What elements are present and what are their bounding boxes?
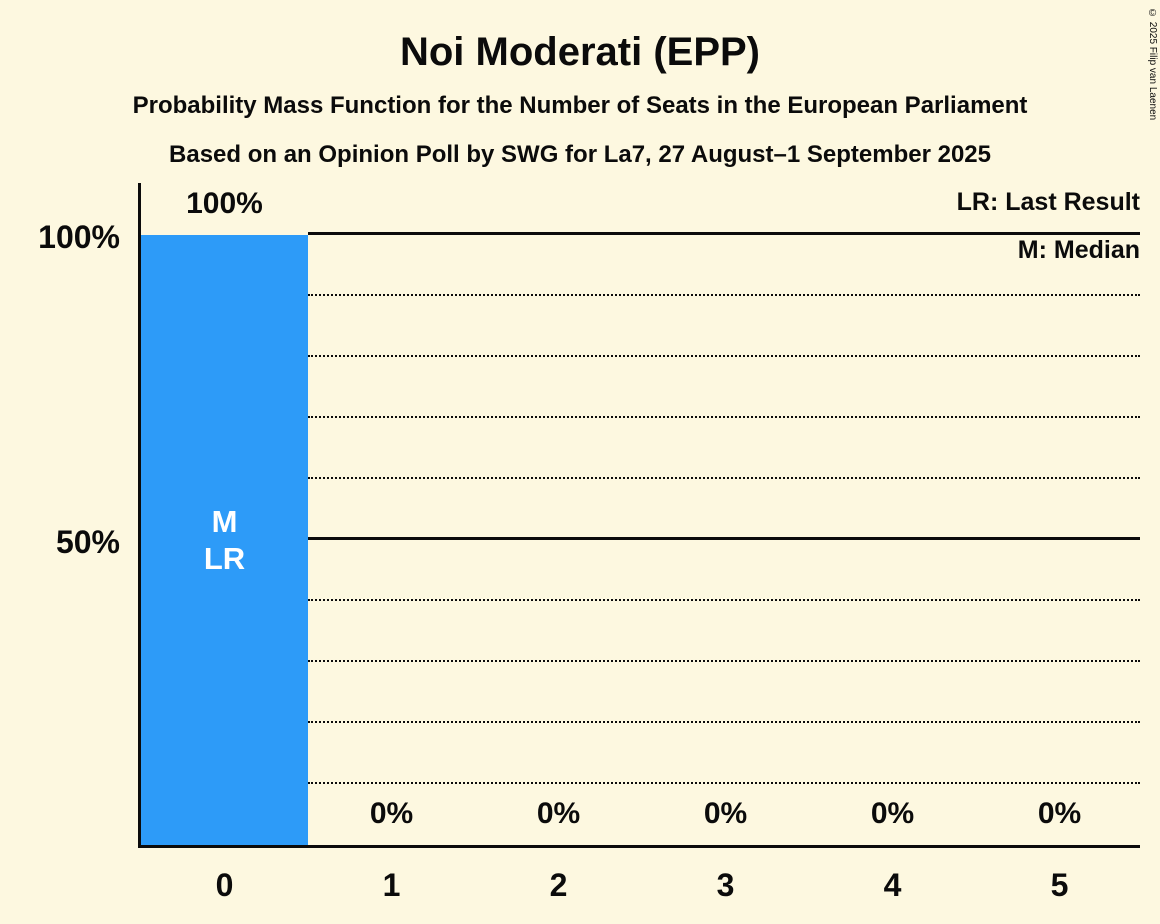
legend-median: M: Median: [1017, 236, 1140, 264]
bar-seats-0: M LR: [141, 235, 308, 845]
value-label-seats-4: 0%: [870, 797, 915, 830]
value-label-seats-1: 0%: [369, 797, 414, 830]
value-label-seats-2: 0%: [536, 797, 581, 830]
bar-annotation-line: LR: [203, 541, 246, 576]
gridline-40pct: [308, 599, 1140, 601]
gridline-60pct: [308, 477, 1140, 479]
x-tick-label-3: 3: [716, 867, 735, 903]
plot-area: M LR 100% 0 0% 1 0% 2 0% 3 0% 4 0% 5: [138, 183, 1143, 903]
gridline-100pct: [308, 232, 1140, 235]
chart-column-3: 0% 3: [642, 183, 809, 903]
value-label-seats-3: 0%: [703, 797, 748, 830]
copyright-notice: © 2025 Filip van Laenen: [1147, 8, 1158, 121]
value-label-seats-5: 0%: [1037, 797, 1082, 830]
gridline-30pct: [308, 660, 1140, 662]
chart-column-2: 0% 2: [475, 183, 642, 903]
gridline-90pct: [308, 294, 1140, 296]
y-axis-label-50pct: 50%: [55, 524, 120, 560]
gridline-80pct: [308, 355, 1140, 357]
bar-annotation-line: M: [211, 504, 238, 539]
x-tick-label-1: 1: [382, 867, 401, 903]
chart-column-5: 0% 5: [976, 183, 1143, 903]
value-label-seats-0: 100%: [186, 187, 263, 220]
gridline-10pct: [308, 782, 1140, 784]
gridline-70pct: [308, 416, 1140, 418]
bar-annotation-median-last-result: M LR: [141, 503, 308, 577]
x-tick-label-5: 5: [1050, 867, 1069, 903]
chart-subtitle: Probability Mass Function for the Number…: [132, 92, 1028, 119]
x-tick-label-0: 0: [215, 867, 234, 903]
chart-column-1: 0% 1: [308, 183, 475, 903]
x-tick-label-4: 4: [883, 867, 902, 903]
chart-source-line: Based on an Opinion Poll by SWG for La7,…: [169, 141, 991, 168]
chart-column-4: 0% 4: [809, 183, 976, 903]
y-axis-label-100pct: 100%: [38, 219, 120, 255]
chart-title: Noi Moderati (EPP): [399, 30, 761, 74]
gridline-50pct: [308, 537, 1140, 540]
x-tick-label-2: 2: [549, 867, 568, 903]
legend-last-result: LR: Last Result: [956, 188, 1140, 216]
chart-column-0: M LR 100% 0: [141, 183, 308, 903]
gridline-20pct: [308, 721, 1140, 723]
